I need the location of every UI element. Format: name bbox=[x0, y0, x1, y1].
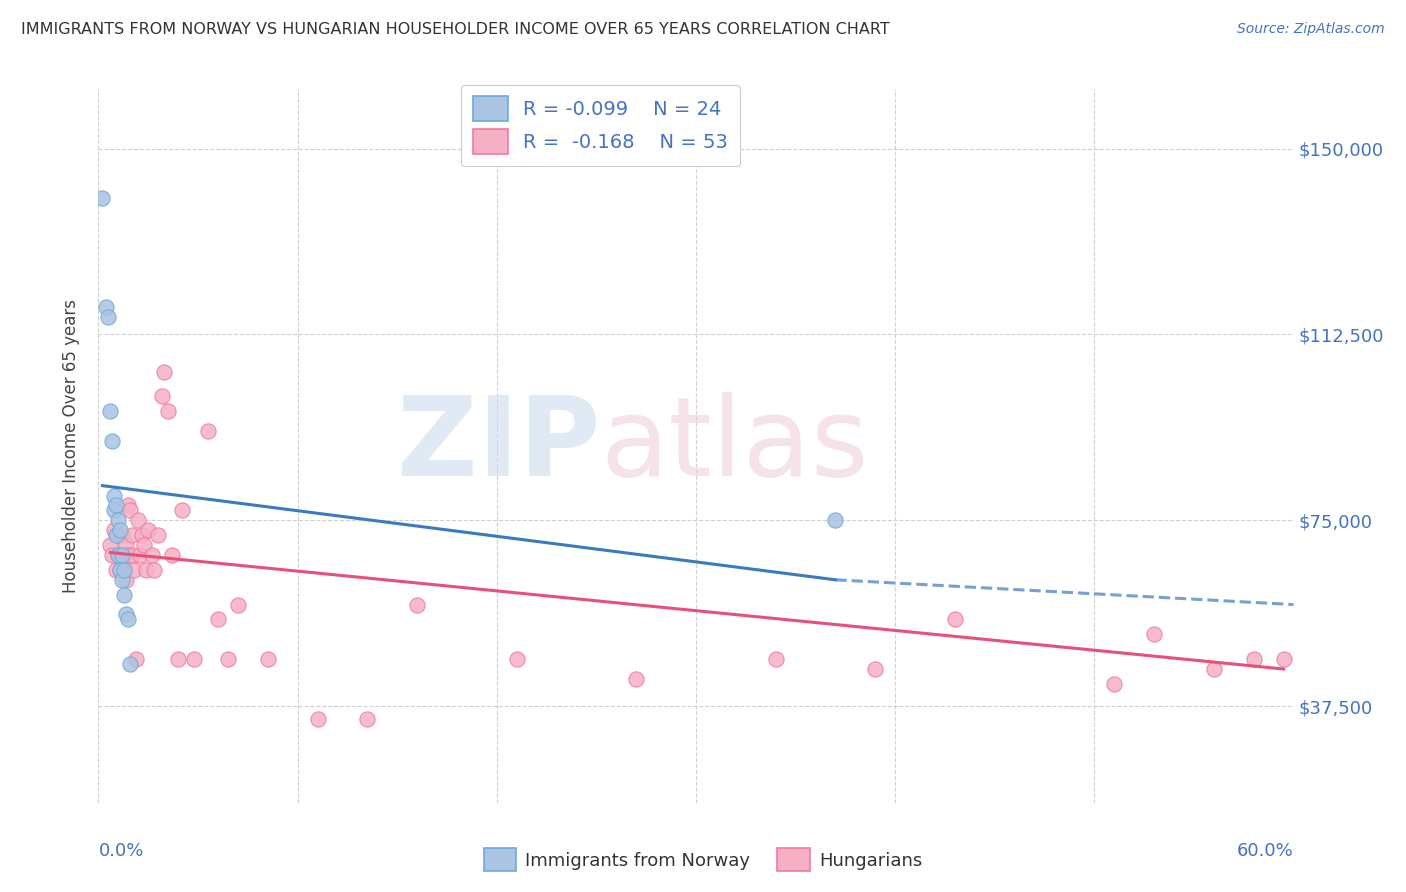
Point bbox=[105, 528, 128, 542]
Point bbox=[111, 548, 134, 562]
Point bbox=[626, 672, 648, 686]
Point bbox=[121, 548, 143, 562]
Point bbox=[120, 657, 142, 671]
Point bbox=[103, 523, 125, 537]
Point bbox=[765, 652, 787, 666]
Y-axis label: Householder Income Over 65 years: Householder Income Over 65 years bbox=[62, 299, 80, 593]
Point bbox=[110, 563, 132, 577]
Point bbox=[91, 191, 114, 205]
Point bbox=[105, 563, 128, 577]
Point bbox=[112, 588, 135, 602]
Point bbox=[943, 612, 966, 626]
Point bbox=[117, 548, 139, 562]
Point bbox=[110, 523, 132, 537]
Point bbox=[506, 652, 529, 666]
Point bbox=[356, 712, 378, 726]
Point bbox=[1104, 677, 1126, 691]
Point bbox=[406, 598, 429, 612]
Text: IMMIGRANTS FROM NORWAY VS HUNGARIAN HOUSEHOLDER INCOME OVER 65 YEARS CORRELATION: IMMIGRANTS FROM NORWAY VS HUNGARIAN HOUS… bbox=[21, 22, 890, 37]
Point bbox=[207, 612, 229, 626]
Text: 60.0%: 60.0% bbox=[1237, 842, 1294, 860]
Point bbox=[1272, 652, 1295, 666]
Point bbox=[112, 563, 135, 577]
Point bbox=[107, 548, 129, 562]
Point bbox=[121, 528, 143, 542]
Point bbox=[105, 499, 128, 513]
Point bbox=[824, 513, 846, 527]
Point bbox=[150, 389, 173, 403]
Point bbox=[160, 548, 183, 562]
Point bbox=[141, 548, 163, 562]
Point bbox=[103, 489, 125, 503]
Point bbox=[115, 538, 138, 552]
Point bbox=[307, 712, 329, 726]
Point bbox=[143, 563, 166, 577]
Point bbox=[167, 652, 190, 666]
Point bbox=[183, 652, 205, 666]
Point bbox=[101, 548, 124, 562]
Point bbox=[103, 503, 125, 517]
Point bbox=[111, 528, 134, 542]
Point bbox=[107, 548, 129, 562]
Text: atlas: atlas bbox=[600, 392, 869, 500]
Point bbox=[115, 573, 138, 587]
Point bbox=[111, 573, 134, 587]
Point bbox=[217, 652, 239, 666]
Point bbox=[172, 503, 194, 517]
Point bbox=[134, 538, 156, 552]
Text: ZIP: ZIP bbox=[396, 392, 600, 500]
Point bbox=[110, 563, 132, 577]
Point bbox=[97, 310, 120, 325]
Point bbox=[96, 300, 118, 314]
Legend: R = -0.099    N = 24, R =  -0.168    N = 53: R = -0.099 N = 24, R = -0.168 N = 53 bbox=[461, 85, 740, 166]
Point bbox=[148, 528, 170, 542]
Point bbox=[98, 404, 122, 418]
Point bbox=[865, 662, 887, 676]
Point bbox=[197, 424, 219, 438]
Point bbox=[256, 652, 278, 666]
Point bbox=[112, 548, 135, 562]
Text: 0.0%: 0.0% bbox=[98, 842, 143, 860]
Point bbox=[117, 499, 139, 513]
Point bbox=[115, 607, 138, 622]
Point bbox=[131, 528, 153, 542]
Point bbox=[135, 563, 157, 577]
Legend: Immigrants from Norway, Hungarians: Immigrants from Norway, Hungarians bbox=[477, 841, 929, 879]
Point bbox=[117, 612, 139, 626]
Point bbox=[120, 503, 142, 517]
Text: Source: ZipAtlas.com: Source: ZipAtlas.com bbox=[1237, 22, 1385, 37]
Point bbox=[153, 365, 176, 379]
Point bbox=[136, 523, 159, 537]
Point bbox=[127, 513, 149, 527]
Point bbox=[125, 652, 148, 666]
Point bbox=[124, 563, 146, 577]
Point bbox=[157, 404, 180, 418]
Point bbox=[98, 538, 122, 552]
Point bbox=[226, 598, 249, 612]
Point bbox=[107, 528, 129, 542]
Point bbox=[1243, 652, 1265, 666]
Point bbox=[1143, 627, 1166, 641]
Point bbox=[107, 513, 129, 527]
Point bbox=[112, 563, 135, 577]
Point bbox=[1202, 662, 1225, 676]
Point bbox=[101, 434, 124, 448]
Point bbox=[129, 548, 152, 562]
